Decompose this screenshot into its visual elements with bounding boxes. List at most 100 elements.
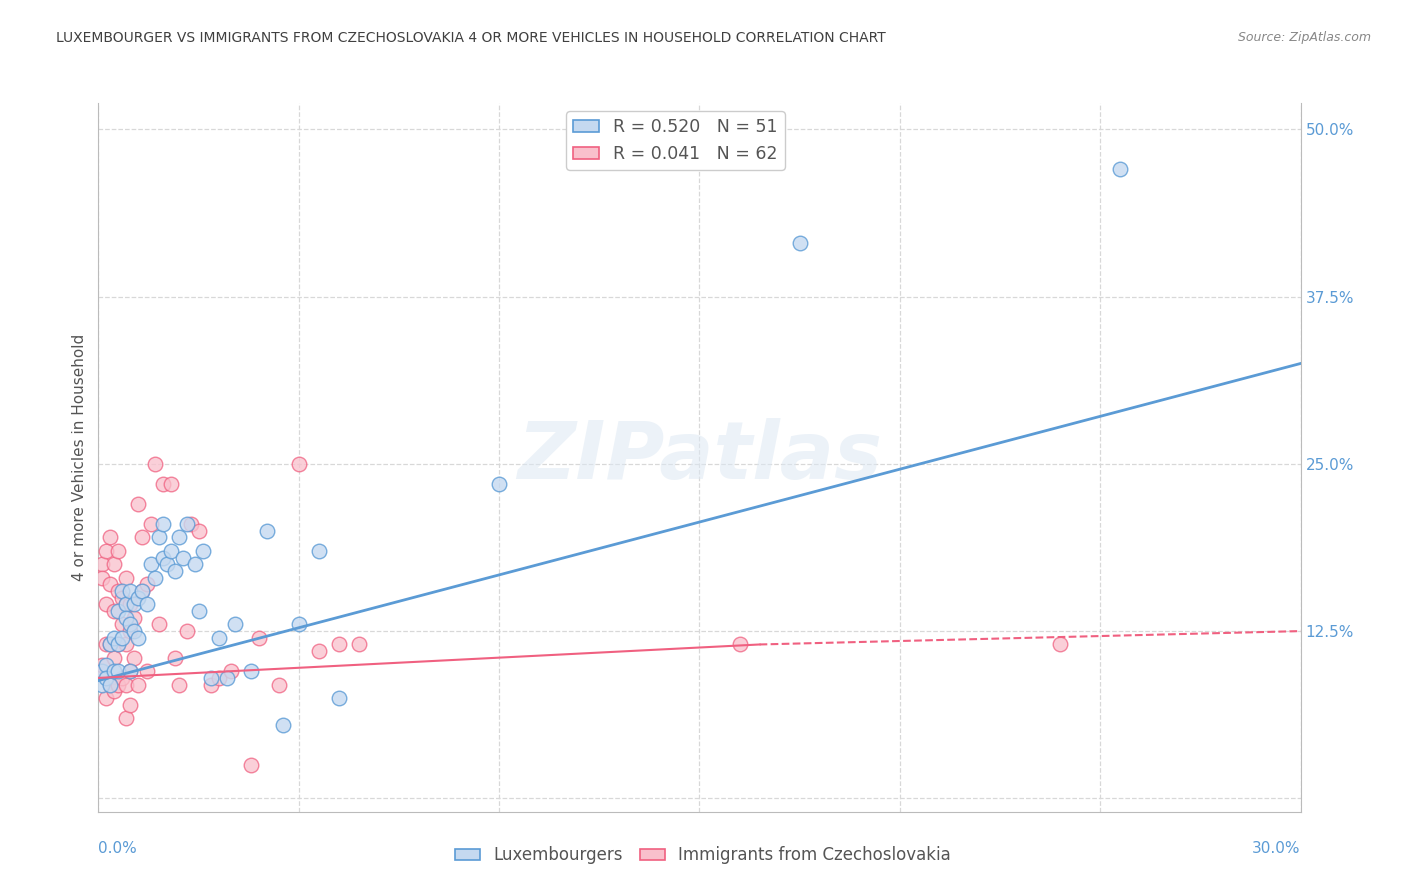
Point bbox=[347, 637, 370, 651]
Text: Source: ZipAtlas.com: Source: ZipAtlas.com bbox=[1237, 31, 1371, 45]
Point bbox=[152, 550, 174, 565]
Point bbox=[96, 544, 118, 558]
Text: 30.0%: 30.0% bbox=[1253, 841, 1301, 856]
Point bbox=[103, 664, 125, 679]
Text: ZIPatlas: ZIPatlas bbox=[517, 418, 882, 496]
Point bbox=[111, 584, 134, 599]
Point bbox=[308, 644, 330, 658]
Point bbox=[219, 664, 242, 679]
Point bbox=[172, 550, 194, 565]
Point bbox=[120, 664, 142, 679]
Point bbox=[115, 711, 138, 725]
Point bbox=[115, 598, 138, 612]
Point bbox=[191, 544, 214, 558]
Point bbox=[89, 664, 111, 679]
Point bbox=[143, 457, 166, 471]
Y-axis label: 4 or more Vehicles in Household: 4 or more Vehicles in Household bbox=[72, 334, 87, 581]
Text: 0.0%: 0.0% bbox=[98, 841, 138, 856]
Point bbox=[100, 577, 122, 591]
Point bbox=[103, 557, 125, 572]
Point bbox=[107, 584, 129, 599]
Point bbox=[91, 664, 114, 679]
Point bbox=[183, 557, 205, 572]
Point bbox=[128, 591, 150, 605]
Point bbox=[103, 604, 125, 618]
Point bbox=[187, 604, 209, 618]
Point bbox=[107, 664, 129, 679]
Point bbox=[124, 611, 146, 625]
Point bbox=[100, 637, 122, 651]
Point bbox=[728, 637, 751, 651]
Point bbox=[215, 671, 238, 685]
Point bbox=[135, 577, 157, 591]
Point bbox=[115, 571, 138, 585]
Point bbox=[120, 624, 142, 639]
Point bbox=[111, 617, 134, 632]
Point bbox=[107, 637, 129, 651]
Point bbox=[128, 497, 150, 511]
Point bbox=[288, 617, 311, 632]
Point bbox=[789, 236, 811, 251]
Point bbox=[120, 617, 142, 632]
Point bbox=[176, 624, 198, 639]
Point bbox=[96, 657, 118, 672]
Point bbox=[1109, 162, 1132, 177]
Point bbox=[120, 584, 142, 599]
Text: LUXEMBOURGER VS IMMIGRANTS FROM CZECHOSLOVAKIA 4 OR MORE VEHICLES IN HOUSEHOLD C: LUXEMBOURGER VS IMMIGRANTS FROM CZECHOSL… bbox=[56, 31, 886, 45]
Point bbox=[115, 678, 138, 692]
Point bbox=[100, 678, 122, 692]
Point bbox=[256, 524, 278, 538]
Point bbox=[124, 598, 146, 612]
Point bbox=[111, 631, 134, 645]
Point bbox=[96, 598, 118, 612]
Point bbox=[131, 584, 153, 599]
Point bbox=[135, 664, 157, 679]
Point bbox=[308, 544, 330, 558]
Point bbox=[100, 678, 122, 692]
Point bbox=[152, 517, 174, 532]
Point bbox=[124, 624, 146, 639]
Point bbox=[128, 678, 150, 692]
Point bbox=[115, 598, 138, 612]
Point bbox=[143, 571, 166, 585]
Point bbox=[107, 544, 129, 558]
Point bbox=[488, 477, 510, 491]
Point bbox=[247, 631, 270, 645]
Point bbox=[328, 690, 350, 705]
Point bbox=[96, 637, 118, 651]
Point bbox=[115, 637, 138, 651]
Point bbox=[155, 557, 177, 572]
Point bbox=[328, 637, 350, 651]
Point bbox=[111, 591, 134, 605]
Point bbox=[120, 598, 142, 612]
Point bbox=[131, 584, 153, 599]
Point bbox=[128, 631, 150, 645]
Point bbox=[111, 671, 134, 685]
Point bbox=[139, 517, 162, 532]
Point bbox=[163, 564, 186, 578]
Point bbox=[91, 557, 114, 572]
Legend: Luxembourgers, Immigrants from Czechoslovakia: Luxembourgers, Immigrants from Czechoslo… bbox=[449, 839, 957, 871]
Point bbox=[271, 717, 294, 731]
Point bbox=[96, 690, 118, 705]
Point bbox=[152, 477, 174, 491]
Point bbox=[148, 530, 170, 544]
Point bbox=[208, 671, 231, 685]
Point bbox=[120, 664, 142, 679]
Point bbox=[159, 544, 181, 558]
Point bbox=[288, 457, 311, 471]
Point bbox=[124, 651, 146, 665]
Point bbox=[103, 651, 125, 665]
Point bbox=[100, 530, 122, 544]
Point bbox=[107, 604, 129, 618]
Point bbox=[1049, 637, 1071, 651]
Point bbox=[131, 530, 153, 544]
Point bbox=[224, 617, 246, 632]
Point bbox=[176, 517, 198, 532]
Point bbox=[167, 530, 190, 544]
Point bbox=[91, 657, 114, 672]
Point bbox=[100, 637, 122, 651]
Point bbox=[239, 664, 262, 679]
Point bbox=[120, 698, 142, 712]
Point bbox=[167, 678, 190, 692]
